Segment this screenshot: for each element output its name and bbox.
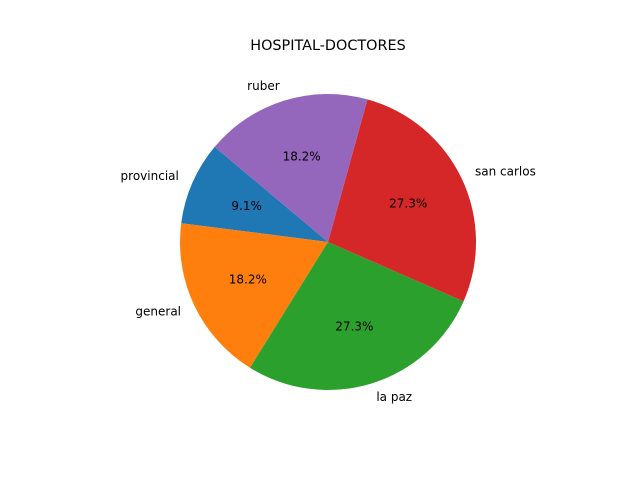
percent-label-general: 18.2% [229, 273, 267, 287]
percent-label-la-paz: 27.3% [335, 319, 373, 333]
pie-slices [180, 94, 476, 391]
percent-label-ruber: 18.2% [283, 150, 321, 164]
slice-label-provincial: provincial [121, 169, 179, 183]
pie-slice-ruber [214, 94, 368, 243]
slice-label-general: general [135, 304, 181, 318]
pie-slice-la-paz [249, 242, 464, 391]
pie-labels: provincial 9.1% general 18.2% la paz 27.3% san… [121, 79, 536, 404]
slice-label-ruber: ruber [247, 79, 280, 93]
chart-title: HOSPITAL-DOCTORES [250, 38, 405, 54]
slice-label-san-carlos: san carlos [475, 165, 536, 179]
pie-slice-general [180, 223, 328, 368]
percent-label-san-carlos: 27.3% [389, 196, 427, 210]
pie-slice-provincial [181, 146, 328, 242]
percent-label-provincial: 9.1% [231, 199, 262, 213]
slice-label-la-paz: la paz [376, 390, 412, 404]
pie-slice-san-carlos [328, 99, 476, 302]
